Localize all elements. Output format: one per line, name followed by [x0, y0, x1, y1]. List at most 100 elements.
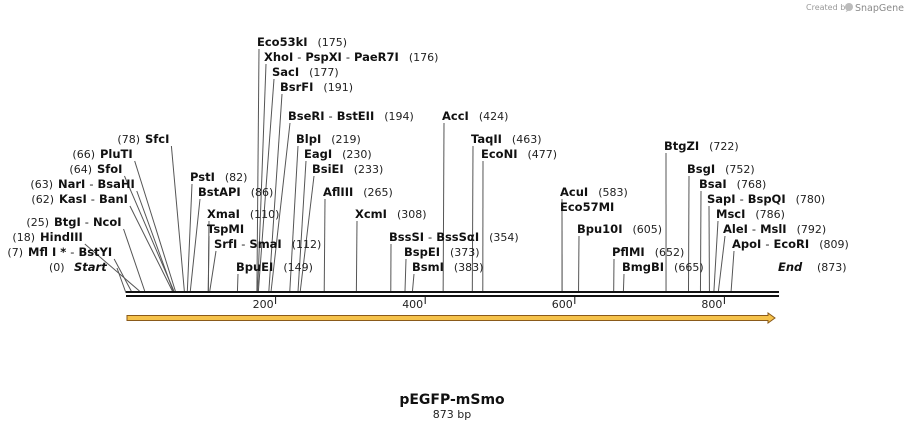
enzyme-name[interactable]: BsrFI	[280, 80, 313, 94]
site-alei[interactable]: AleI - MslI (792)	[723, 222, 826, 236]
enzyme-name[interactable]: PflMI	[612, 245, 645, 259]
site-econi[interactable]: EcoNI (477)	[481, 147, 557, 161]
enzyme-name[interactable]: AflIII	[323, 185, 353, 199]
site-eagi[interactable]: EagI (230)	[304, 147, 372, 161]
enzyme-name[interactable]: XhoI	[264, 50, 293, 64]
site-blpi[interactable]: BlpI (219)	[296, 132, 361, 146]
site-bsssi[interactable]: BssSI - BssSαI (354)	[389, 230, 519, 244]
enzyme-name[interactable]: PluTI	[100, 147, 133, 161]
site-position: (110)	[250, 208, 280, 221]
site-bseri[interactable]: BseRI - BstEII (194)	[288, 109, 414, 123]
site-hindiii[interactable]: (18) HindIII	[12, 230, 82, 244]
enzyme-name[interactable]: EagI	[304, 147, 332, 161]
enzyme-name[interactable]: SfoI	[97, 162, 122, 176]
enzyme-name[interactable]: BstYI	[78, 245, 112, 259]
site-nari[interactable]: (63) NarI - BsaHI	[30, 177, 134, 191]
enzyme-name[interactable]: MscI	[716, 207, 745, 221]
enzyme-name[interactable]: TspMI	[207, 222, 244, 236]
enzyme-name[interactable]: PstI	[190, 170, 215, 184]
enzyme-name[interactable]: BsaHI	[98, 177, 135, 191]
site-bpuei[interactable]: BpuEI (149)	[236, 260, 313, 274]
site-saci[interactable]: SacI (177)	[272, 65, 339, 79]
enzyme-name[interactable]: PspXI	[305, 50, 341, 64]
enzyme-name[interactable]: EcoRI	[773, 237, 809, 251]
enzyme-name[interactable]: Eco57MI	[560, 200, 614, 214]
site-taqii[interactable]: TaqII (463)	[471, 132, 542, 146]
site-eco57mi[interactable]: Eco57MI	[560, 200, 614, 214]
enzyme-name[interactable]: SmaI	[249, 237, 281, 251]
enzyme-name[interactable]: SrfI	[214, 237, 237, 251]
enzyme-name[interactable]: BsaI	[699, 177, 727, 191]
site-apoi[interactable]: ApoI - EcoRI (809)	[732, 237, 849, 251]
site-bmgbi[interactable]: BmgBI (665)	[622, 260, 704, 274]
site-eco53ki[interactable]: Eco53kI (175)	[257, 35, 347, 49]
enzyme-name[interactable]: BspEI	[404, 245, 440, 259]
enzyme-name[interactable]: NarI	[58, 177, 85, 191]
site-bsgi[interactable]: BsgI (752)	[687, 162, 755, 176]
enzyme-name[interactable]: BlpI	[296, 132, 321, 146]
site-bsrfi[interactable]: BsrFI (191)	[280, 80, 353, 94]
site-sfci[interactable]: (78) SfcI	[117, 132, 169, 146]
enzyme-name[interactable]: XmaI	[207, 207, 240, 221]
site-acui[interactable]: AcuI (583)	[560, 185, 628, 199]
enzyme-name[interactable]: BstAPI	[198, 185, 241, 199]
site-sfoi[interactable]: (64) SfoI	[69, 162, 122, 176]
enzyme-name[interactable]: AcuI	[560, 185, 588, 199]
site-xhoi[interactable]: XhoI - PspXI - PaeR7I (176)	[264, 50, 438, 64]
end-position: (873)	[817, 261, 847, 274]
enzyme-name[interactable]: BssSI	[389, 230, 424, 244]
site-tspmi[interactable]: TspMI	[207, 222, 244, 236]
site-acci[interactable]: AccI (424)	[442, 109, 508, 123]
enzyme-name[interactable]: BpuEI	[236, 260, 273, 274]
enzyme-name[interactable]: EcoNI	[481, 147, 517, 161]
enzyme-name[interactable]: BtgI	[54, 215, 81, 229]
enzyme-name[interactable]: HindIII	[40, 230, 83, 244]
enzyme-name[interactable]: Eco53kI	[257, 35, 308, 49]
enzyme-name[interactable]: AleI	[723, 222, 748, 236]
enzyme-name[interactable]: TaqII	[471, 132, 502, 146]
site-msci[interactable]: MscI (786)	[716, 207, 785, 221]
enzyme-name[interactable]: SfcI	[145, 132, 169, 146]
enzyme-name[interactable]: MslI	[760, 222, 787, 236]
enzyme-name[interactable]: BmgBI	[622, 260, 664, 274]
site-pflmi[interactable]: PflMI (652)	[612, 245, 684, 259]
site-bstapi[interactable]: BstAPI (86)	[198, 185, 273, 199]
site-position: (63)	[30, 178, 53, 191]
enzyme-name[interactable]: BsgI	[687, 162, 715, 176]
site-btgi[interactable]: (25) BtgI - NcoI	[26, 215, 121, 229]
site-kasi[interactable]: (62) KasI - BanI	[31, 192, 128, 206]
enzyme-name[interactable]: BanI	[99, 192, 128, 206]
site-mfli[interactable]: (7) Mfl I * - BstYI	[7, 245, 112, 259]
site-srfi[interactable]: SrfI - SmaI (112)	[214, 237, 321, 251]
site-bspei[interactable]: BspEI (373)	[404, 245, 480, 259]
enzyme-name[interactable]: ApoI	[732, 237, 761, 251]
site-pluti[interactable]: (66) PluTI	[72, 147, 132, 161]
enzyme-name[interactable]: NcoI	[93, 215, 122, 229]
enzyme-name[interactable]: BsmI	[412, 260, 444, 274]
site-bpu10i[interactable]: Bpu10I (605)	[577, 222, 662, 236]
site-btgzi[interactable]: BtgZI (722)	[664, 139, 739, 153]
orf-arrow[interactable]	[126, 312, 776, 324]
site-bsai[interactable]: BsaI (768)	[699, 177, 766, 191]
site-bsiei[interactable]: BsiEI (233)	[312, 162, 383, 176]
enzyme-name[interactable]: PaeR7I	[354, 50, 399, 64]
site-afliii[interactable]: AflIII (265)	[323, 185, 393, 199]
enzyme-name[interactable]: XcmI	[355, 207, 387, 221]
enzyme-name[interactable]: Mfl I *	[28, 245, 66, 259]
enzyme-name[interactable]: BtgZI	[664, 139, 699, 153]
enzyme-name[interactable]: BsiEI	[312, 162, 344, 176]
enzyme-name[interactable]: KasI	[59, 192, 87, 206]
enzyme-name[interactable]: BseRI	[288, 109, 325, 123]
enzyme-name[interactable]: BstEII	[337, 109, 375, 123]
enzyme-name[interactable]: SapI	[707, 192, 736, 206]
site-sapi[interactable]: SapI - BspQI (780)	[707, 192, 825, 206]
site-bsmi[interactable]: BsmI (383)	[412, 260, 483, 274]
enzyme-name[interactable]: AccI	[442, 109, 469, 123]
enzyme-name[interactable]: BssSαI	[436, 230, 479, 244]
site-xcmi[interactable]: XcmI (308)	[355, 207, 427, 221]
enzyme-name[interactable]: SacI	[272, 65, 299, 79]
enzyme-name[interactable]: Bpu10I	[577, 222, 622, 236]
enzyme-name[interactable]: BspQI	[748, 192, 786, 206]
site-xmai[interactable]: XmaI (110)	[207, 207, 279, 221]
site-psti[interactable]: PstI (82)	[190, 170, 247, 184]
